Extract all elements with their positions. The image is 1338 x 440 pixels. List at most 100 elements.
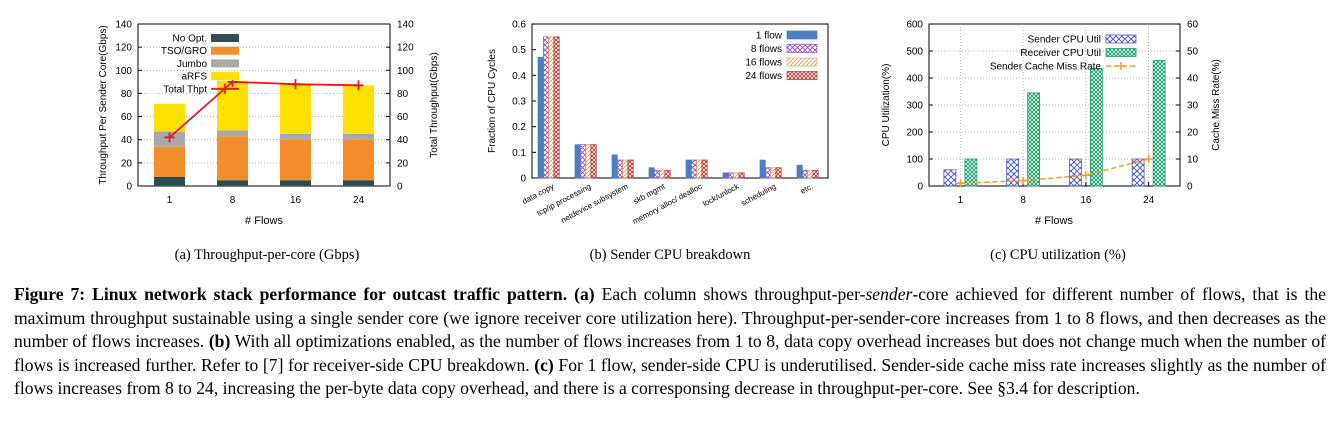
bar: [659, 169, 666, 179]
y-tick-label: 200: [906, 128, 923, 139]
bar: [590, 144, 597, 179]
legend-marker: [1117, 62, 1125, 70]
bar: [537, 57, 544, 179]
legend-label: No Opt.: [173, 34, 207, 45]
bar: [1006, 158, 1020, 187]
subcaption: (a) Throughput-per-core (Gbps): [175, 247, 360, 263]
bar: [1089, 68, 1103, 187]
y2-axis-label: Cache Miss Rate(%): [1211, 59, 1222, 151]
x-tick-label: 16: [290, 195, 302, 206]
bar: [574, 144, 581, 179]
bar: [585, 144, 592, 179]
bar: [690, 159, 697, 179]
legend-label: TSO/GRO: [161, 46, 207, 57]
legend-swatch: [1105, 34, 1137, 44]
x-tick-label: lock/unlock: [701, 181, 741, 208]
y-tick-label: 40: [121, 135, 133, 146]
x-tick-label: etc.: [799, 182, 815, 196]
legend-swatch: [786, 44, 818, 53]
y-tick-label: 0.3: [512, 97, 526, 108]
series-line: [168, 80, 359, 139]
y-tick-label: 20: [121, 158, 133, 169]
bar-segment: [280, 139, 311, 181]
legend-swatch: [1105, 48, 1137, 57]
line-point: [353, 80, 364, 91]
bar: [611, 154, 618, 179]
cache-miss-line: [956, 155, 1153, 188]
y2-tick-label: 40: [397, 135, 409, 146]
y-tick-label: 500: [906, 47, 923, 58]
x-tick-label: memory alloc/ dealloc: [631, 182, 704, 226]
legend-swatch: [786, 71, 818, 80]
y-ticks: 0 0.1 0.2 0.3 0.4 0.5 0.6: [512, 20, 536, 185]
figure-caption: Figure 7: Linux network stack performanc…: [14, 283, 1326, 401]
y-tick-label: 140: [115, 20, 132, 31]
legend-label: Sender Cache Miss Rate: [990, 62, 1102, 73]
bar: [622, 159, 629, 179]
line-point: [956, 179, 965, 188]
y-tick-label: 100: [115, 66, 132, 77]
bar: [1152, 60, 1166, 187]
legend-swatch: [786, 30, 818, 40]
bar: [727, 172, 734, 179]
bar: [733, 172, 740, 179]
y-tick-label: 60: [121, 112, 133, 123]
legend-label: 16 flows: [745, 58, 782, 69]
panel-cpu-utilization: 0 100 200 300 400 500 600 0 10 20 30 40 50 60 1 8 16 24 S…: [881, 20, 1222, 264]
subcaption: (b) Sender CPU breakdown: [590, 247, 751, 263]
bar-segment: [154, 146, 185, 177]
bar-segment: [343, 133, 374, 140]
bar-segment: [154, 103, 185, 132]
bar: [759, 159, 766, 179]
bar: [616, 159, 623, 179]
y-tick-label: 300: [906, 101, 923, 112]
bar: [775, 167, 782, 179]
x-tick-label: 24: [1143, 195, 1155, 206]
y2-tick-label: 100: [397, 66, 414, 77]
line-point: [1081, 171, 1090, 180]
bar: [1131, 158, 1145, 187]
bar: [807, 169, 814, 179]
bar: [738, 172, 745, 179]
panel-throughput-per-core: 0 0 20 20 40 40 60 60 80 80 100 100 120 120 140 140 1 8 16…: [98, 20, 440, 264]
bar-segment: [280, 133, 311, 140]
bars: [537, 36, 819, 179]
y2-tick-label: 60: [1187, 20, 1199, 31]
bar: [964, 158, 978, 187]
y-tick-label: 0: [520, 174, 526, 185]
x-tick-label: 24: [353, 195, 365, 206]
y2-tick-label: 0: [397, 182, 403, 193]
bar: [770, 167, 777, 179]
x-axis-label: # Flows: [245, 215, 283, 227]
line-point: [1144, 155, 1153, 163]
bar: [701, 159, 708, 179]
bar: [548, 36, 555, 179]
bar-segment: [343, 139, 374, 181]
bar: [542, 36, 549, 179]
bars: [154, 80, 374, 186]
bars: [943, 60, 1166, 187]
legend-swatch: [211, 72, 239, 81]
y-tick-label: 120: [115, 43, 132, 54]
y-tick-label: 0.2: [512, 122, 526, 133]
y2-tick-label: 20: [397, 158, 409, 169]
bar: [801, 169, 808, 179]
figure-title: Linux network stack performance for outc…: [92, 284, 568, 304]
caption-text-a1: Each column shows throughput-per-: [601, 284, 866, 304]
bar: [648, 167, 655, 179]
bar-segment: [217, 136, 248, 181]
x-tick-label: 1: [958, 195, 964, 206]
y-axis-label: Throughput Per Sender Core(Gbps): [98, 25, 109, 185]
y-axis-label: CPU Utilization(%): [881, 64, 892, 147]
x-tick-label: 8: [230, 195, 236, 206]
y-tick-label: 0.6: [512, 20, 526, 31]
x-tick-label: 8: [1020, 195, 1026, 206]
x-tick-label: 16: [1080, 195, 1092, 206]
caption-text-a2: -core achieved for different number of f…: [14, 284, 1326, 352]
line-point: [1019, 176, 1028, 185]
y2-tick-label: 20: [1187, 128, 1199, 139]
y-tick-label: 600: [906, 20, 923, 31]
y2-tick-label: 80: [397, 89, 409, 100]
